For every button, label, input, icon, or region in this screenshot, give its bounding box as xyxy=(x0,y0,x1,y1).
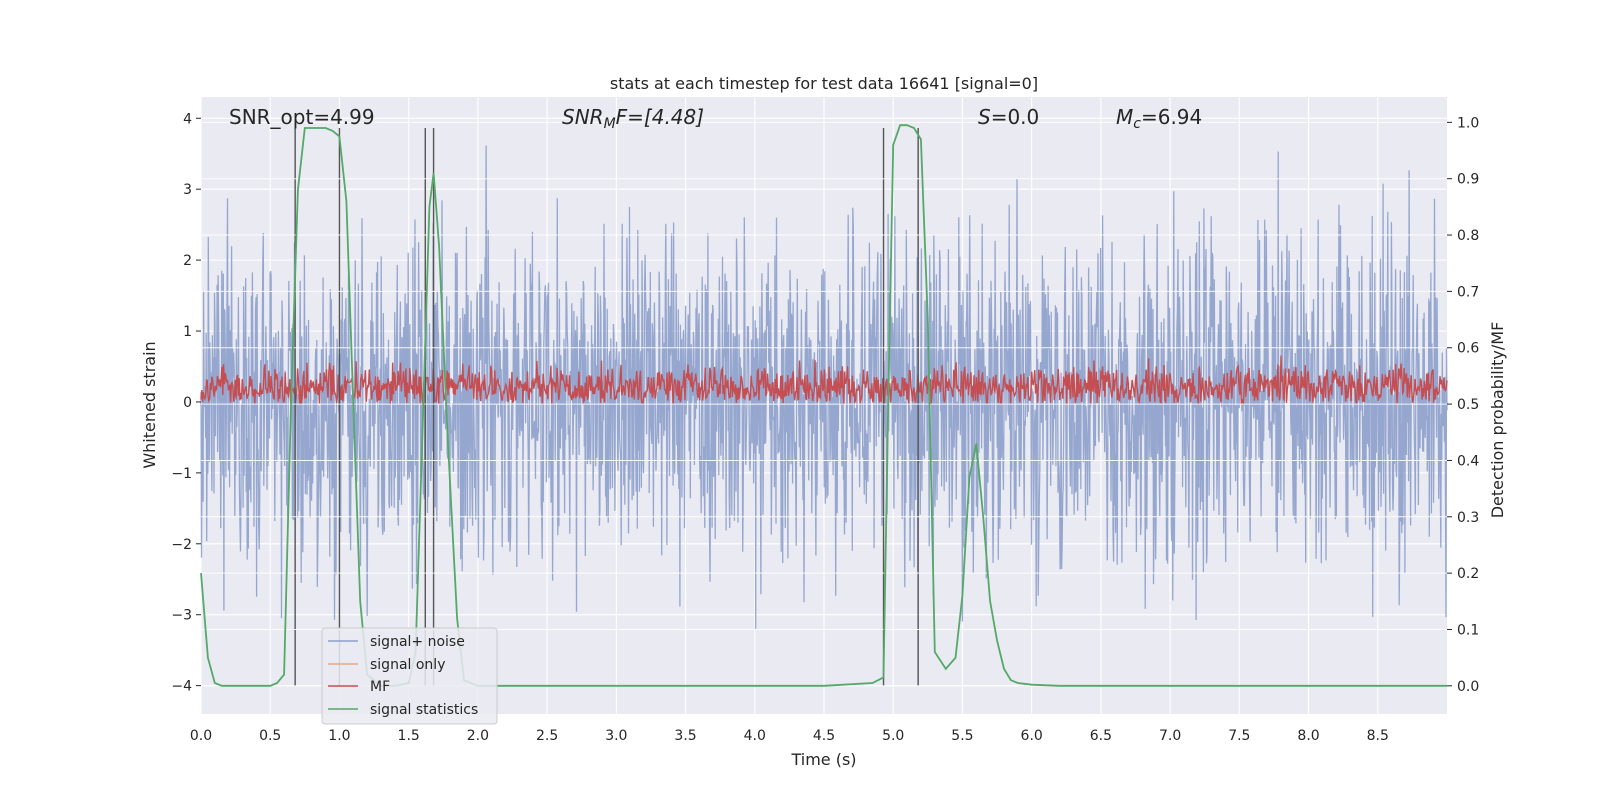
y-tick-label-right: 1.0 xyxy=(1457,115,1479,131)
y-tick-label-left: −4 xyxy=(171,679,192,695)
y-tick-label-left: −1 xyxy=(171,466,192,482)
right-axis-ticks: 0.0 0.1 0.2 0.3 0.4 0.5 0.6 0.7 0.8 0.9 1.0 xyxy=(1447,115,1479,695)
x-tick-label: 7.5 xyxy=(1228,728,1250,744)
y-tick-label-right: 0.7 xyxy=(1457,284,1479,300)
y-tick-label-left: 0 xyxy=(183,395,192,411)
legend: signal+ noise signal only MF signal stat… xyxy=(321,627,498,725)
y-tick-label-right: 0.5 xyxy=(1457,397,1479,413)
x-tick-label: 4.0 xyxy=(744,728,766,744)
mc-value: =6.94 xyxy=(1141,105,1202,129)
signal-noise-line xyxy=(200,145,1448,629)
x-axis-label: Time (s) xyxy=(790,750,856,769)
y-tick-label-left: −3 xyxy=(171,608,192,624)
snr-mf-tail: F=[4.48] xyxy=(616,105,704,129)
x-tick-label: 5.0 xyxy=(882,728,904,744)
y-tick-label-right: 0.4 xyxy=(1457,453,1479,469)
snr-mf-sub: M xyxy=(604,116,616,132)
legend-label-signal-noise: signal+ noise xyxy=(370,634,465,650)
annotation-s: S=0.0 xyxy=(978,105,1039,129)
x-tick-label: 2.5 xyxy=(536,728,558,744)
x-tick-label: 8.0 xyxy=(1297,728,1319,744)
vertical-markers xyxy=(294,127,919,686)
y-tick-label-right: 0.3 xyxy=(1457,510,1479,526)
legend-label-mf: MF xyxy=(370,679,390,695)
chart-title: stats at each timestep for test data 166… xyxy=(610,74,1038,93)
x-tick-label: 3.0 xyxy=(605,728,627,744)
x-tick-label: 8.5 xyxy=(1367,728,1389,744)
x-tick-label: 2.0 xyxy=(467,728,489,744)
y-tick-label-right: 0.1 xyxy=(1457,622,1479,638)
y-tick-label-right: 0.2 xyxy=(1457,566,1479,582)
x-tick-label: 1.5 xyxy=(398,728,420,744)
annotation-snr-opt: SNR_opt=4.99 xyxy=(229,105,375,129)
s-value: =0.0 xyxy=(991,105,1040,129)
y-tick-label-right: 0.8 xyxy=(1457,228,1479,244)
y-axis-label-right: Detection probability/MF xyxy=(1488,322,1507,519)
annotation-mc: Mc=6.94 xyxy=(1116,105,1202,132)
mf-line xyxy=(200,355,1448,407)
y-tick-label-right: 0.6 xyxy=(1457,341,1479,357)
y-axis-label-left: Whitened strain xyxy=(140,341,159,468)
mc-base: M xyxy=(1116,105,1133,129)
x-tick-label: 6.5 xyxy=(1090,728,1112,744)
y-tick-label-left: 2 xyxy=(183,253,192,269)
mf-series xyxy=(200,355,1448,407)
x-tick-label: 5.5 xyxy=(951,728,973,744)
y-tick-label-left: 1 xyxy=(183,324,192,340)
s-label: S xyxy=(978,105,991,129)
signal-noise-series xyxy=(200,145,1448,629)
legend-label-signal-only: signal only xyxy=(370,657,445,673)
left-axis-ticks: −4 −3 −2 −1 0 1 2 3 4 xyxy=(171,111,201,695)
x-tick-label: 0.5 xyxy=(259,728,281,744)
x-axis-ticks: 0.0 0.5 1.0 1.5 2.0 2.5 3.0 3.5 4.0 4.5 5.0 5.5 6.0 6… xyxy=(190,728,1389,744)
x-tick-label: 7.0 xyxy=(1159,728,1181,744)
y-tick-label-right: 0.0 xyxy=(1457,679,1479,695)
snr-mf-base: SNR xyxy=(562,105,604,129)
x-tick-label: 1.0 xyxy=(328,728,350,744)
x-tick-label: 6.0 xyxy=(1021,728,1043,744)
legend-box xyxy=(321,627,498,725)
x-tick-label: 3.5 xyxy=(674,728,696,744)
x-tick-label: 4.5 xyxy=(813,728,835,744)
y-tick-label-right: 0.9 xyxy=(1457,172,1479,188)
y-tick-label-left: −2 xyxy=(171,537,192,553)
x-tick-label: 0.0 xyxy=(190,728,212,744)
y-tick-label-left: 4 xyxy=(183,111,192,127)
mc-sub: c xyxy=(1133,116,1141,132)
legend-label-signal-statistics: signal statistics xyxy=(370,702,478,718)
annotation-snr-mf: SNRMF=[4.48] xyxy=(562,105,704,132)
y-tick-label-left: 3 xyxy=(183,182,192,198)
